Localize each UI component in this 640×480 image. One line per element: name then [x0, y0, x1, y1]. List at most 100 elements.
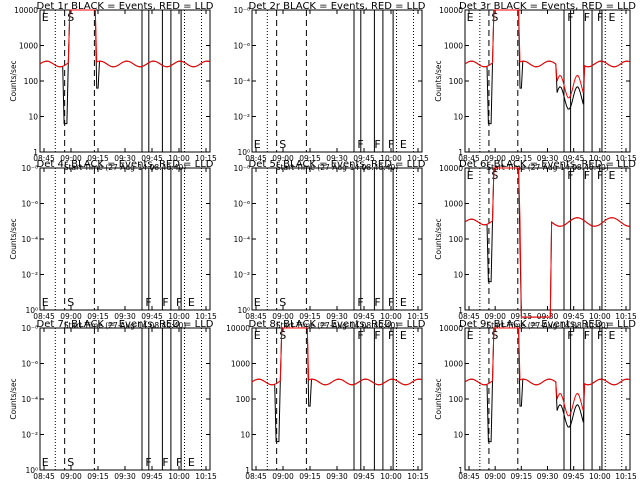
marker-label: E [467, 11, 474, 24]
y-tick-label: 10⁻⁸ [21, 324, 38, 333]
x-tick-label: 09:00 [272, 154, 294, 163]
marker-label: F [145, 456, 151, 469]
marker-label: E [42, 456, 49, 469]
y-axis-label: Counts/sec [434, 60, 443, 101]
x-tick-label: 09:45 [353, 154, 375, 163]
panel-det-6: Det 6r BLACK = Events, RED = LLD 1 10 100 10… [434, 159, 637, 330]
y-tick-label: 100 [449, 77, 464, 86]
x-tick-label: 09:45 [353, 312, 375, 321]
y-tick-label: 10⁻⁶ [21, 360, 38, 369]
y-tick-label: 10⁻² [233, 271, 250, 280]
marker-label: F [388, 138, 394, 151]
marker-label: F [357, 138, 363, 151]
marker-label: E [254, 296, 261, 309]
x-tick-label: 10:00 [168, 472, 190, 480]
x-tick-label: 09:15 [299, 154, 321, 163]
marker-label: S [279, 296, 286, 309]
marker-label: F [374, 296, 380, 309]
panel-det-2: Det 2r BLACK = Events, RED = LLD 10⁰ 10⁻² 1… [233, 1, 429, 172]
x-tick-label: 08:45 [33, 154, 55, 163]
y-axis-label: Counts/sec [9, 378, 18, 419]
x-tick-label: 09:00 [484, 312, 506, 321]
x-tick-label: 09:15 [299, 472, 321, 480]
series-line-lld [464, 167, 630, 318]
x-tick-label: 09:30 [326, 154, 348, 163]
panel-title: Det 4r BLACK = Events, RED = LLD [37, 159, 214, 170]
x-axis-label: Start Time (27-Aug-14 08:40:40) [486, 321, 608, 330]
y-tick-label: 10⁻² [233, 113, 250, 122]
x-tick-label: 09:45 [141, 154, 163, 163]
marker-label: F [162, 456, 168, 469]
x-tick-label: 10:00 [589, 472, 611, 480]
x-tick-label: 09:30 [114, 154, 136, 163]
marker-label: E [42, 296, 49, 309]
marker-label: E [254, 138, 261, 151]
y-tick-label: 10 [453, 271, 463, 280]
x-tick-label: 09:00 [272, 472, 294, 480]
y-tick-label: 10 [240, 431, 250, 440]
panel-det-1: Det 1r BLACK = Events, RED = LLD 1 10 100 10… [9, 1, 217, 172]
marker-label: F [584, 329, 590, 342]
y-tick-label: 1000 [444, 42, 463, 51]
y-tick-label: 100 [449, 395, 464, 404]
y-tick-label: 10000 [226, 324, 250, 333]
marker-label: E [467, 169, 474, 182]
marker-label: F [176, 456, 182, 469]
panel-title: Det 1r BLACK = Events, RED = LLD [37, 1, 214, 12]
x-tick-label: 10:15 [407, 312, 429, 321]
y-tick-label: 10⁰ [25, 466, 38, 475]
panel-title: Det 6r BLACK = Events, RED = LLD [459, 159, 636, 170]
y-tick-label: 10⁻⁶ [233, 200, 250, 209]
y-tick-label: 10⁻² [21, 271, 38, 280]
x-tick-label: 09:45 [353, 472, 375, 480]
series-line-lld [251, 327, 423, 386]
panel-title: Det 2r BLACK = Events, RED = LLD [249, 1, 426, 12]
x-tick-label: 10:15 [615, 472, 637, 480]
marker-label: E [188, 456, 195, 469]
x-tick-label: 10:15 [407, 472, 429, 480]
marker-label: F [176, 296, 182, 309]
panel-det-3: Det 3r BLACK = Events, RED = LLD 1 10 100 10… [434, 1, 637, 172]
y-tick-label: 10⁻⁴ [233, 77, 250, 86]
x-tick-label: 08:45 [458, 154, 480, 163]
y-tick-label: 10⁻⁴ [233, 235, 250, 244]
x-tick-label: 09:45 [563, 154, 585, 163]
x-tick-label: 09:45 [563, 472, 585, 480]
marker-label: S [491, 169, 498, 182]
marker-label: S [279, 138, 286, 151]
x-tick-label: 09:00 [60, 472, 82, 480]
x-tick-label: 10:00 [589, 312, 611, 321]
marker-label: F [357, 329, 363, 342]
marker-label: E [467, 329, 474, 342]
x-tick-label: 09:00 [484, 472, 506, 480]
x-tick-label: 09:30 [537, 154, 559, 163]
x-tick-label: 09:00 [484, 154, 506, 163]
x-tick-label: 09:15 [87, 312, 109, 321]
x-tick-label: 10:00 [168, 312, 190, 321]
marker-label: F [584, 169, 590, 182]
marker-label: S [67, 11, 74, 24]
x-tick-label: 09:30 [537, 472, 559, 480]
x-tick-label: 09:00 [60, 154, 82, 163]
y-axis-label: Counts/sec [9, 60, 18, 101]
x-tick-label: 08:45 [245, 472, 267, 480]
x-tick-label: 09:45 [141, 312, 163, 321]
y-tick-label: 10⁻⁸ [21, 164, 38, 173]
x-tick-label: 09:30 [326, 312, 348, 321]
x-tick-label: 08:45 [33, 312, 55, 321]
panel-title: Det 5r BLACK = Events, RED = LLD [249, 159, 426, 170]
x-tick-label: 09:00 [272, 312, 294, 321]
marker-label: S [67, 296, 74, 309]
panel-det-8: Det 8r BLACK = Events, RED = LLD 1 10 100 10… [226, 319, 429, 480]
series-line-lld [464, 9, 631, 99]
x-tick-label: 09:30 [326, 472, 348, 480]
x-tick-label: 10:00 [589, 154, 611, 163]
y-tick-label: 1 [458, 306, 463, 315]
x-tick-label: 08:45 [245, 312, 267, 321]
marker-label: S [491, 329, 498, 342]
x-tick-label: 10:00 [380, 312, 402, 321]
x-tick-label: 09:30 [114, 472, 136, 480]
series-line-lld [464, 327, 631, 417]
